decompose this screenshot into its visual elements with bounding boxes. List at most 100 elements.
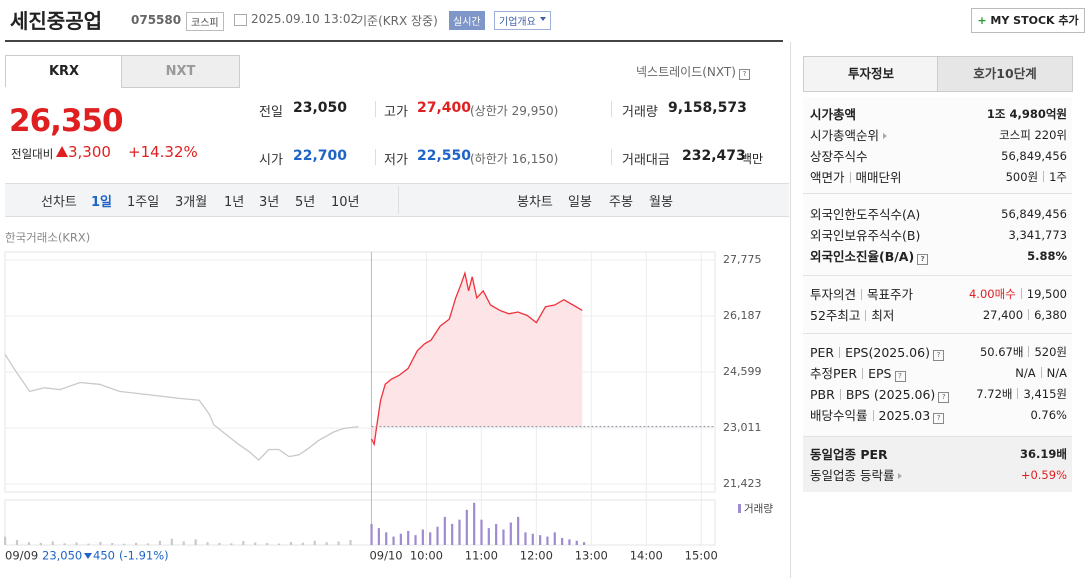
quote-label: 거래대금 <box>622 153 670 168</box>
footer-date: 09/09 <box>5 549 38 563</box>
info-value: 56,849,456 <box>1001 204 1067 225</box>
info-value-part: 56,849,456 <box>1001 149 1067 163</box>
quote-note: (하한가 16,150) <box>470 152 559 166</box>
volume-bar <box>99 541 102 545</box>
info-value-part: 56,849,456 <box>1001 207 1067 221</box>
volume-bar <box>289 541 293 545</box>
quote-value: 27,400 <box>417 100 472 116</box>
volume-bar <box>123 543 126 545</box>
change: 3,300 <box>56 143 111 161</box>
change-label: 전일대비 <box>11 147 54 161</box>
info-value-part: 1주 <box>1049 170 1067 184</box>
volume-bar <box>15 540 19 545</box>
quote-note: (상한가 29,950) <box>470 104 559 118</box>
separator <box>1017 388 1019 399</box>
volume-bar <box>385 532 388 545</box>
info-label: 외국인소진율(B/A) <box>810 249 915 264</box>
x-tick-label: 11:00 <box>465 549 498 563</box>
period-option[interactable]: 1주일 <box>127 195 160 210</box>
info-value: 50.67배 520원 <box>980 342 1067 363</box>
info-row: 동일업종 등락률 +0.59% <box>810 465 1067 486</box>
quote-value: 232,473 <box>682 148 746 164</box>
period-option[interactable]: 1년 <box>224 195 245 210</box>
volume-bar <box>553 532 556 545</box>
period-option[interactable]: 주봉 <box>609 195 633 210</box>
info-value-part: 코스피 220위 <box>999 128 1067 142</box>
header-rule <box>5 40 783 42</box>
info-value-part: 520원 <box>1034 345 1067 359</box>
volume-bar <box>582 542 586 545</box>
side-tab[interactable]: 호가10단계 <box>937 56 1073 92</box>
info-value-part: 6,380 <box>1034 308 1067 322</box>
x-tick-label: 12:00 <box>520 549 553 563</box>
info-row: 외국인보유주식수(B) 3,341,773 <box>810 225 1067 246</box>
info-row: 동일업종 PER 36.19배 <box>810 444 1067 465</box>
volume-bar <box>561 537 564 545</box>
info-value-part: 1조 4,980억원 <box>986 107 1067 121</box>
info-row: 외국인소진율(B/A)? 5.88% <box>810 246 1067 267</box>
info-label: 최저 <box>871 308 895 323</box>
info-row: 추정PER EPS? N/A N/A <box>810 363 1067 384</box>
info-value-part: N/A <box>1046 366 1067 380</box>
quote-label: 거래량 <box>622 105 658 120</box>
period-option[interactable]: 5년 <box>295 195 316 210</box>
mystock-label: MY STOCK 추가 <box>990 14 1079 27</box>
x-tick-label: 13:00 <box>575 549 608 563</box>
info-value-part: 36.19배 <box>1020 447 1067 461</box>
info-value: 코스피 220위 <box>999 125 1067 146</box>
info-row: 투자의견 목표주가 4.00매수 19,500 <box>810 284 1067 305</box>
y-tick-label: 26,187 <box>723 309 762 322</box>
volume-bar <box>158 540 162 545</box>
volume-bar <box>27 542 31 545</box>
volume-bar <box>539 535 542 545</box>
volume-bar <box>4 536 7 545</box>
separator <box>861 289 863 300</box>
nxt-link[interactable]: 넥스트레이드(NXT)? <box>636 63 750 80</box>
help-icon: ? <box>917 254 929 265</box>
realtime-badge[interactable]: 실시간 <box>449 11 485 30</box>
help-icon: ? <box>938 392 950 403</box>
quote-label: 고가 <box>384 105 408 120</box>
volume-bar <box>182 541 185 545</box>
volume-bar <box>531 533 534 545</box>
period-option[interactable]: 월봉 <box>649 195 673 210</box>
legend-label: 거래량 <box>744 503 773 515</box>
period-option[interactable]: 일봉 <box>568 195 592 210</box>
info-row: 배당수익률 2025.03? 0.76% <box>810 405 1067 426</box>
nxt-link-label: 넥스트레이드(NXT) <box>636 65 736 79</box>
info-label: 시가총액순위 <box>810 128 887 143</box>
info-value: 0.76% <box>1030 405 1067 426</box>
footer-change: 450 <box>93 549 115 563</box>
period-option[interactable]: 1일 <box>91 195 113 210</box>
info-value-part: 3,341,773 <box>1008 228 1067 242</box>
volume-bar <box>194 539 197 545</box>
info-value-part: N/A <box>1015 366 1036 380</box>
info-label: 동일업종 등락률 <box>810 468 902 483</box>
volume-bar <box>436 526 439 545</box>
info-row: PBR BPS (2025.06)? 7.72배 3,415원 <box>810 384 1067 405</box>
stock-name: 세진중공업 <box>10 9 102 33</box>
x-tick-label: 10:00 <box>410 549 443 563</box>
tab-krx[interactable]: KRX <box>5 55 123 87</box>
volume-bar <box>242 541 245 545</box>
info-panel <box>803 97 1072 492</box>
chart: 한국거래소(KRX) 27,775 26,187 24,599 23,011 21,42… <box>4 231 773 563</box>
help-icon: ? <box>932 350 944 361</box>
info-label: PBR <box>810 387 835 402</box>
period-option[interactable]: 3개월 <box>175 195 208 210</box>
y-tick-label: 27,775 <box>723 253 762 266</box>
tab-nxt[interactable]: NXT <box>121 55 240 88</box>
volume-bar <box>473 502 476 545</box>
overview-button[interactable]: 기업개요 <box>494 11 551 30</box>
period-option[interactable]: 3년 <box>259 195 280 210</box>
period-bar <box>5 183 789 217</box>
period-option[interactable]: 10년 <box>331 195 360 210</box>
side-tab[interactable]: 투자정보 <box>803 56 939 92</box>
volume-bar <box>111 543 114 545</box>
mystock-button[interactable]: + MY STOCK 추가 <box>971 8 1085 33</box>
volume-frame <box>4 499 716 546</box>
info-label: 52주최고 <box>810 308 861 323</box>
volume-bar <box>39 542 42 545</box>
volume-bar <box>502 529 505 545</box>
volume-bar <box>277 543 281 545</box>
